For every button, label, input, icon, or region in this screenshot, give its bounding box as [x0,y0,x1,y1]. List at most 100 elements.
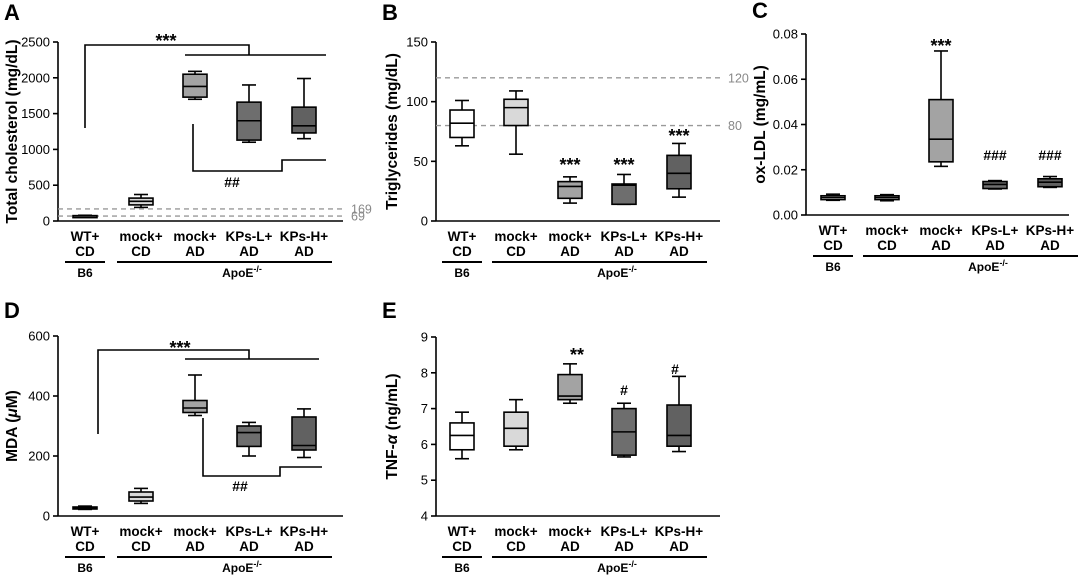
y-tick-label: 0 [43,509,50,524]
group-label-apoe-main: ApoE [597,561,628,575]
group-label-apoe: ApoE-/- [597,264,637,280]
box-iqr [236,425,262,448]
category-label-line2: AD [1040,238,1060,253]
box-iqr [666,404,692,447]
box-2 [128,487,154,505]
category-label-line1: mock+ [173,524,216,539]
group-label-b6: B6 [77,266,93,280]
category-label-line1: WT+ [71,524,100,539]
y-tick-label: 500 [28,178,50,193]
y-axis-title-part: MDA ( [4,417,21,462]
category-label-line1: WT+ [448,229,477,244]
y-tick-label: 8 [421,365,428,380]
y-axis-title: ox-LDL (mg/mL) [752,65,769,184]
bracket-wt-vs-ad [84,44,250,128]
reference-line-label: 69 [351,210,365,224]
box-iqr [291,416,317,451]
category-label-line1: KPs-L+ [601,229,648,244]
y-tick-label: 4 [421,509,428,524]
y-tick-label: 600 [28,329,50,344]
box-4 [611,173,637,206]
category-label-line1: WT+ [71,229,100,244]
y-tick-label: 100 [406,94,428,109]
category-label-line1: KPs-H+ [280,229,329,244]
group-label-b6: B6 [825,260,841,274]
category-label-line2: AD [985,238,1005,253]
y-axis-title-part: M) [4,390,21,408]
category-label-line1: KPs-L+ [972,223,1019,238]
chart-panel-C: Cox-LDL (mg/mL)0.000.020.040.060.08WT+CD… [752,0,1078,274]
y-tick-label: 0.02 [773,162,798,177]
category-label-line1: mock+ [119,524,162,539]
y-tick-label: 0 [43,214,50,229]
annotations-panel-A: *** ## [84,31,326,190]
category-label-line1: KPs-H+ [1026,223,1075,238]
group-label-apoe-sup: -/- [253,559,262,569]
box-1 [820,193,846,202]
annotations-panel-B: *** *** *** [559,126,689,175]
significance-marker: ## [232,478,248,494]
box-5 [666,375,692,453]
box-2 [503,398,529,451]
box-iqr [291,106,317,134]
box-iqr [503,411,529,447]
category-label-line2: AD [239,244,259,259]
category-label-line2: AD [560,539,580,554]
group-label-apoe: ApoE-/- [222,559,262,575]
significance-marker: # [620,382,628,398]
category-label-line2: CD [131,244,151,259]
box-iqr [666,154,692,190]
bracket-kps-vs-mock [192,124,326,172]
category-label-line1: mock+ [119,229,162,244]
category-label-line2: CD [823,238,843,253]
group-label-apoe-sup: -/- [999,258,1008,268]
significance-marker: *** [155,31,176,51]
y-tick-label: 200 [28,449,50,464]
annotations-panel-D: *** ## [97,338,322,494]
y-tick-label: 2500 [21,35,50,50]
category-label-line2: AD [614,244,634,259]
bracket-wt-vs-ad [97,349,250,434]
significance-marker: ### [1038,147,1062,163]
y-tick-label: 50 [414,154,428,169]
reference-line-label: 169 [351,202,372,216]
box-5 [291,408,317,459]
box-5 [666,142,692,198]
group-label-apoe-sup: -/- [253,264,262,274]
significance-marker: # [671,361,679,377]
box-3 [557,363,583,405]
group-label-apoe-sup: -/- [628,559,637,569]
category-label-line1: mock+ [548,524,591,539]
group-label-b6: B6 [77,561,93,575]
y-tick-label: 6 [421,437,428,452]
panel-letter: B [382,0,398,25]
y-axis-title: Triglycerides (mg/dL) [384,53,401,210]
significance-marker: *** [613,155,634,175]
significance-marker: *** [930,36,951,56]
box-3 [928,50,954,168]
category-label-line1: WT+ [819,223,848,238]
box-3 [182,70,208,101]
category-label-line2: CD [506,539,526,554]
category-label-line1: mock+ [548,229,591,244]
significance-marker: ## [224,174,240,190]
category-label-line2: CD [131,539,151,554]
significance-marker: ** [570,345,584,365]
category-label-line1: mock+ [173,229,216,244]
significance-marker: *** [668,126,689,146]
box-1 [449,411,475,460]
group-label-apoe: ApoE-/- [222,264,262,280]
box-1 [72,505,98,511]
y-axis-title-part: (ng/mL) [384,373,401,434]
box-5 [1037,175,1063,189]
group-label-apoe-sup: -/- [628,264,637,274]
category-label-line1: mock+ [494,229,537,244]
box-3 [182,374,208,417]
category-label-line2: AD [931,238,951,253]
category-label-line2: AD [614,539,634,554]
annotations-panel-C: *** ### ### [930,36,1061,163]
category-label-line2: CD [75,539,95,554]
box-iqr [928,98,954,163]
chart-panel-A: A Total cholesterol (mg/dL) 0 500 1000 1500 20… [4,0,372,280]
